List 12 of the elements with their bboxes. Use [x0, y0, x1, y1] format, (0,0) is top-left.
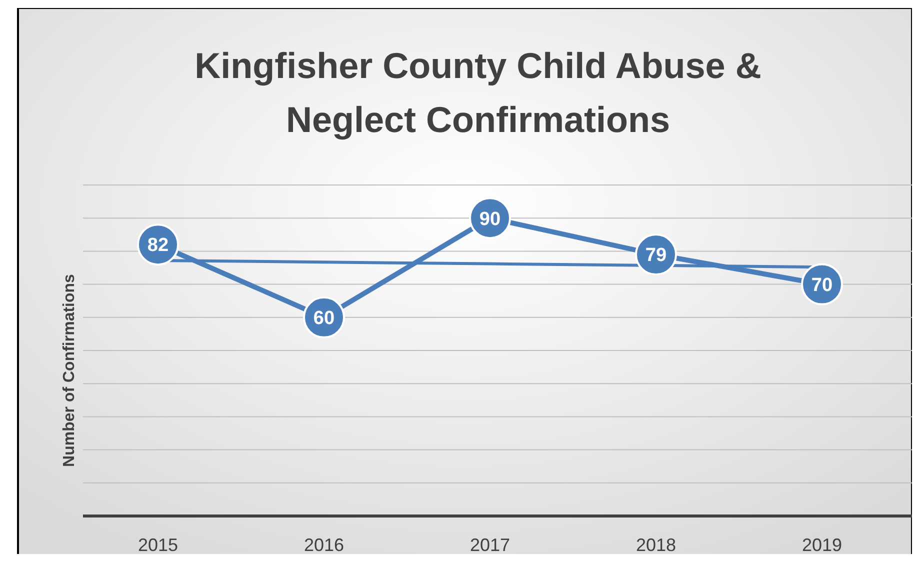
data-label: 79 — [645, 245, 667, 266]
y-axis-title: Number of Confirmations — [61, 274, 78, 467]
x-tick-label: 2018 — [636, 535, 676, 555]
chart-title: Kingfisher County Child Abuse & Neglect Confirmations — [194, 45, 762, 140]
x-tick-label: 2019 — [802, 535, 842, 555]
data-label: 60 — [313, 308, 335, 330]
x-tick-label: 2017 — [470, 535, 510, 555]
x-tick-label: 2016 — [304, 535, 344, 555]
data-label: 70 — [811, 274, 833, 296]
data-label: 90 — [479, 208, 501, 230]
data-label: 82 — [147, 235, 169, 256]
x-tick-label: 2015 — [138, 535, 178, 555]
